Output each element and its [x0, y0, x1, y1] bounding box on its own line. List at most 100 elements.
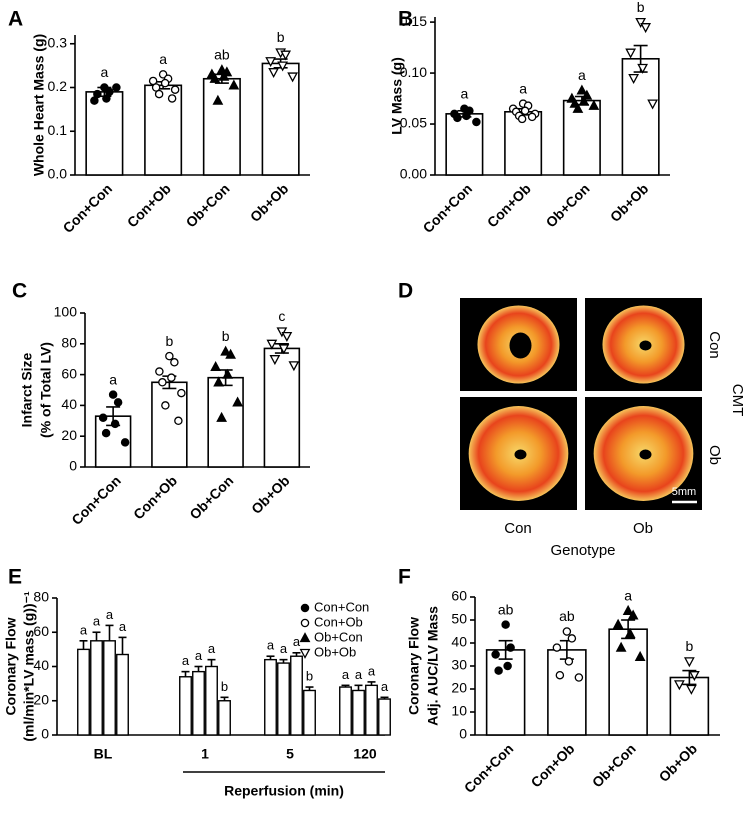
data-point	[209, 72, 221, 83]
bar	[277, 662, 290, 736]
x-tick-label: 5	[286, 746, 294, 762]
data-point	[622, 604, 634, 615]
data-point	[517, 114, 527, 124]
bar	[339, 686, 352, 736]
data-point	[612, 618, 624, 629]
significance-letter: a	[355, 667, 363, 682]
row-title: CMT	[729, 384, 746, 417]
data-point	[527, 112, 537, 122]
bar	[116, 653, 129, 736]
significance-letter: a	[460, 85, 468, 101]
data-point	[167, 373, 176, 382]
bar	[202, 77, 241, 176]
error-bar	[279, 658, 288, 664]
significance-letter: a	[624, 588, 632, 604]
significance-letter: a	[267, 638, 275, 653]
data-point	[635, 17, 647, 28]
data-point	[494, 666, 503, 675]
y-axis-label: Coronary Flow	[406, 617, 422, 715]
error-bar	[220, 696, 229, 701]
error-bar	[305, 686, 314, 691]
data-point	[228, 79, 240, 90]
data-point	[640, 23, 652, 34]
y-tick-label: 30	[451, 657, 467, 673]
data-point	[160, 78, 170, 88]
data-point	[120, 438, 130, 447]
data-point	[222, 368, 234, 379]
data-point	[101, 428, 111, 438]
legend-label: Ob+Ob	[314, 644, 356, 659]
error-bar	[367, 681, 376, 686]
x-tick-label: Ob+Ob	[248, 472, 293, 517]
panel-letter: B	[398, 8, 413, 31]
y-tick-label: 100	[54, 304, 78, 320]
x-tick-label: Ob+Ob	[607, 180, 652, 225]
y-tick-label: 20	[33, 691, 49, 707]
significance-letter: a	[342, 667, 350, 682]
bar	[77, 648, 90, 736]
bar	[365, 684, 378, 736]
error-bar	[292, 651, 301, 657]
error-bar	[118, 636, 127, 655]
x-tick-label: 120	[353, 746, 377, 762]
error-bar	[380, 696, 389, 700]
y-axis-label: Coronary Flow	[3, 617, 19, 715]
data-point	[453, 113, 462, 123]
data-point	[277, 61, 289, 72]
significance-letter: a	[578, 67, 586, 83]
significance-letter: a	[195, 648, 203, 663]
legend-label: Ob+Con	[314, 629, 363, 644]
data-point	[93, 89, 102, 99]
x-tick-label: Con+Ob	[130, 472, 180, 522]
x-tick-label: Con+Con	[68, 472, 124, 528]
data-point	[112, 83, 121, 92]
data-point	[220, 345, 232, 356]
data-point	[673, 680, 685, 691]
x-tick-label: Ob+Ob	[247, 180, 292, 225]
data-point	[108, 390, 118, 399]
data-point	[472, 117, 481, 127]
data-point	[647, 99, 659, 110]
y-tick-label: 60	[61, 365, 77, 381]
data-point	[503, 661, 512, 671]
significance-letter: ab	[498, 601, 514, 617]
data-point	[113, 398, 123, 407]
y-tick-label: 50	[451, 611, 467, 627]
error-bar	[498, 639, 513, 660]
significance-letter: b	[306, 668, 313, 683]
legend-label: Con+Con	[314, 599, 369, 614]
data-point	[576, 84, 588, 95]
data-point	[574, 673, 584, 682]
significance-letter: a	[208, 641, 216, 656]
row-label: Ob	[706, 445, 723, 465]
data-point	[281, 331, 293, 342]
bar	[562, 99, 601, 176]
data-point	[110, 419, 120, 429]
lumen	[509, 332, 532, 359]
y-axis-label: (% of Total LV)	[38, 342, 54, 438]
y-tick-label: 0.00	[400, 166, 427, 182]
y-tick-label: 0.15	[400, 13, 427, 29]
data-point	[688, 671, 700, 682]
y-tick-label: 40	[61, 396, 77, 412]
y-tick-label: 0.05	[400, 115, 427, 131]
lumen	[639, 449, 652, 460]
data-point	[170, 358, 179, 367]
significance-letter: a	[80, 622, 88, 637]
bar	[103, 640, 116, 736]
data-point	[174, 416, 183, 426]
y-axis-label: Infarct Size	[19, 352, 35, 427]
x-axis-label: Reperfusion (min)	[224, 783, 344, 799]
data-point	[154, 89, 164, 99]
data-point	[210, 361, 222, 372]
x-tick-label: Ob+Con	[186, 472, 236, 522]
y-tick-label: 0	[459, 726, 467, 742]
data-point	[232, 396, 244, 407]
y-axis-label: (ml/min*LV mass (g))⁻¹	[21, 591, 37, 742]
data-point	[615, 641, 627, 652]
data-point	[218, 70, 230, 81]
significance-letter: a	[119, 619, 127, 634]
panel-letter: A	[8, 8, 23, 31]
